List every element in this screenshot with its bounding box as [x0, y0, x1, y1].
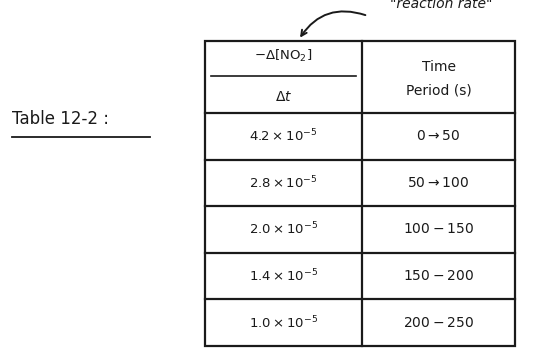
Text: $150 - 200$: $150 - 200$	[403, 269, 474, 283]
Text: Time: Time	[422, 60, 456, 74]
Text: $100 - 150$: $100 - 150$	[403, 222, 474, 236]
Text: $2.8 \times 10^{-5}$: $2.8 \times 10^{-5}$	[249, 175, 318, 191]
Text: $4.2 \times 10^{-5}$: $4.2 \times 10^{-5}$	[249, 128, 318, 145]
Text: $-\Delta[\mathrm{NO_2}]$: $-\Delta[\mathrm{NO_2}]$	[254, 48, 312, 64]
Text: $1.4 \times 10^{-5}$: $1.4 \times 10^{-5}$	[249, 268, 318, 284]
Text: $200 - 250$: $200 - 250$	[403, 316, 474, 330]
Text: $2.0 \times 10^{-5}$: $2.0 \times 10^{-5}$	[249, 221, 318, 238]
Text: $50 \rightarrow 100$: $50 \rightarrow 100$	[407, 176, 470, 190]
Text: "reaction rate": "reaction rate"	[390, 0, 492, 11]
Text: $0 \rightarrow 50$: $0 \rightarrow 50$	[416, 129, 461, 143]
Text: Period (s): Period (s)	[406, 84, 471, 98]
Text: $\Delta t$: $\Delta t$	[275, 90, 292, 104]
Bar	[205, 41, 515, 346]
Text: Table 12-2 :: Table 12-2 :	[12, 110, 109, 128]
Text: $1.0 \times 10^{-5}$: $1.0 \times 10^{-5}$	[249, 314, 318, 331]
